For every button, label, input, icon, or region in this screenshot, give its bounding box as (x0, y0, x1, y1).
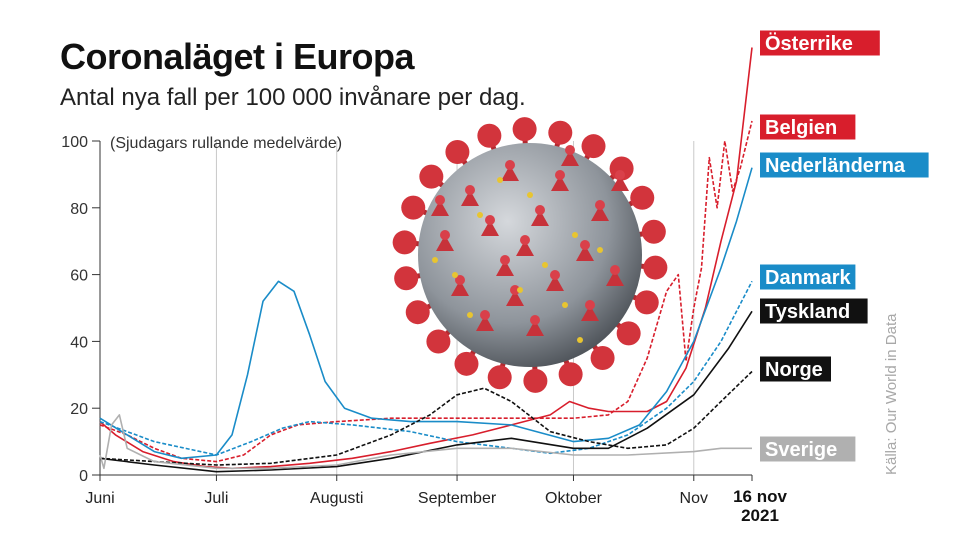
series-label-box (760, 356, 831, 382)
chart-subtitle: Antal nya fall per 100 000 invånare per … (60, 84, 526, 111)
series-label-box (760, 114, 856, 140)
y-axis: 0 20 40 60 80 100 (61, 134, 101, 485)
x-tick-label: Augusti (310, 490, 363, 507)
series-line-danmark (99, 280, 753, 456)
end-date-day: 16 nov (733, 487, 787, 506)
end-date-year: 2021 (741, 506, 779, 525)
series-labels: Österrike Belgien Nederländerna Danmark Tysk… (760, 30, 929, 462)
y-tick-label: 60 (70, 268, 88, 285)
series-label-box (760, 436, 856, 462)
x-tick-label: Juli (204, 490, 228, 507)
y-tick-label: 0 (79, 468, 88, 485)
series-label-box (760, 152, 929, 178)
source-note: Källa: Our World in Data (883, 313, 900, 475)
y-tick-label: 80 (70, 201, 88, 218)
y-tick-label: 40 (70, 334, 88, 351)
series-line-norge (99, 370, 753, 466)
series-label-box (760, 30, 880, 56)
x-tick-label: Nov (680, 490, 708, 507)
series-label-text: Nederländerna (765, 155, 906, 177)
x-axis: Juni Juli Augusti September Oktober Nov (85, 474, 753, 507)
series-label-text: Norge (765, 359, 823, 381)
series-label-text: Sverige (765, 439, 837, 461)
series-label-text: Tyskland (765, 301, 850, 323)
series-label-text: Belgien (765, 117, 837, 139)
y-tick-label: 20 (70, 401, 88, 418)
chart-annotation: (Sjudagars rullande medelvärde) (110, 135, 342, 152)
x-tick-label: Oktober (545, 490, 603, 507)
series-label-box (760, 298, 868, 324)
series-label-box (760, 264, 856, 290)
series-lines (99, 47, 753, 473)
coronavirus-icon (392, 117, 668, 393)
series-line-sverige (99, 414, 752, 470)
series-line-tyskland (99, 310, 753, 473)
x-tick-label: September (418, 490, 497, 507)
series-label-text: Danmark (765, 267, 851, 289)
end-date-label: 16 nov 2021 (733, 487, 787, 525)
chart-title: Coronaläget i Europa (60, 36, 415, 77)
y-tick-label: 100 (61, 134, 88, 151)
series-label-text: Österrike (765, 32, 853, 55)
series-line-belgien (99, 120, 753, 463)
x-tick-label: Juni (85, 490, 114, 507)
